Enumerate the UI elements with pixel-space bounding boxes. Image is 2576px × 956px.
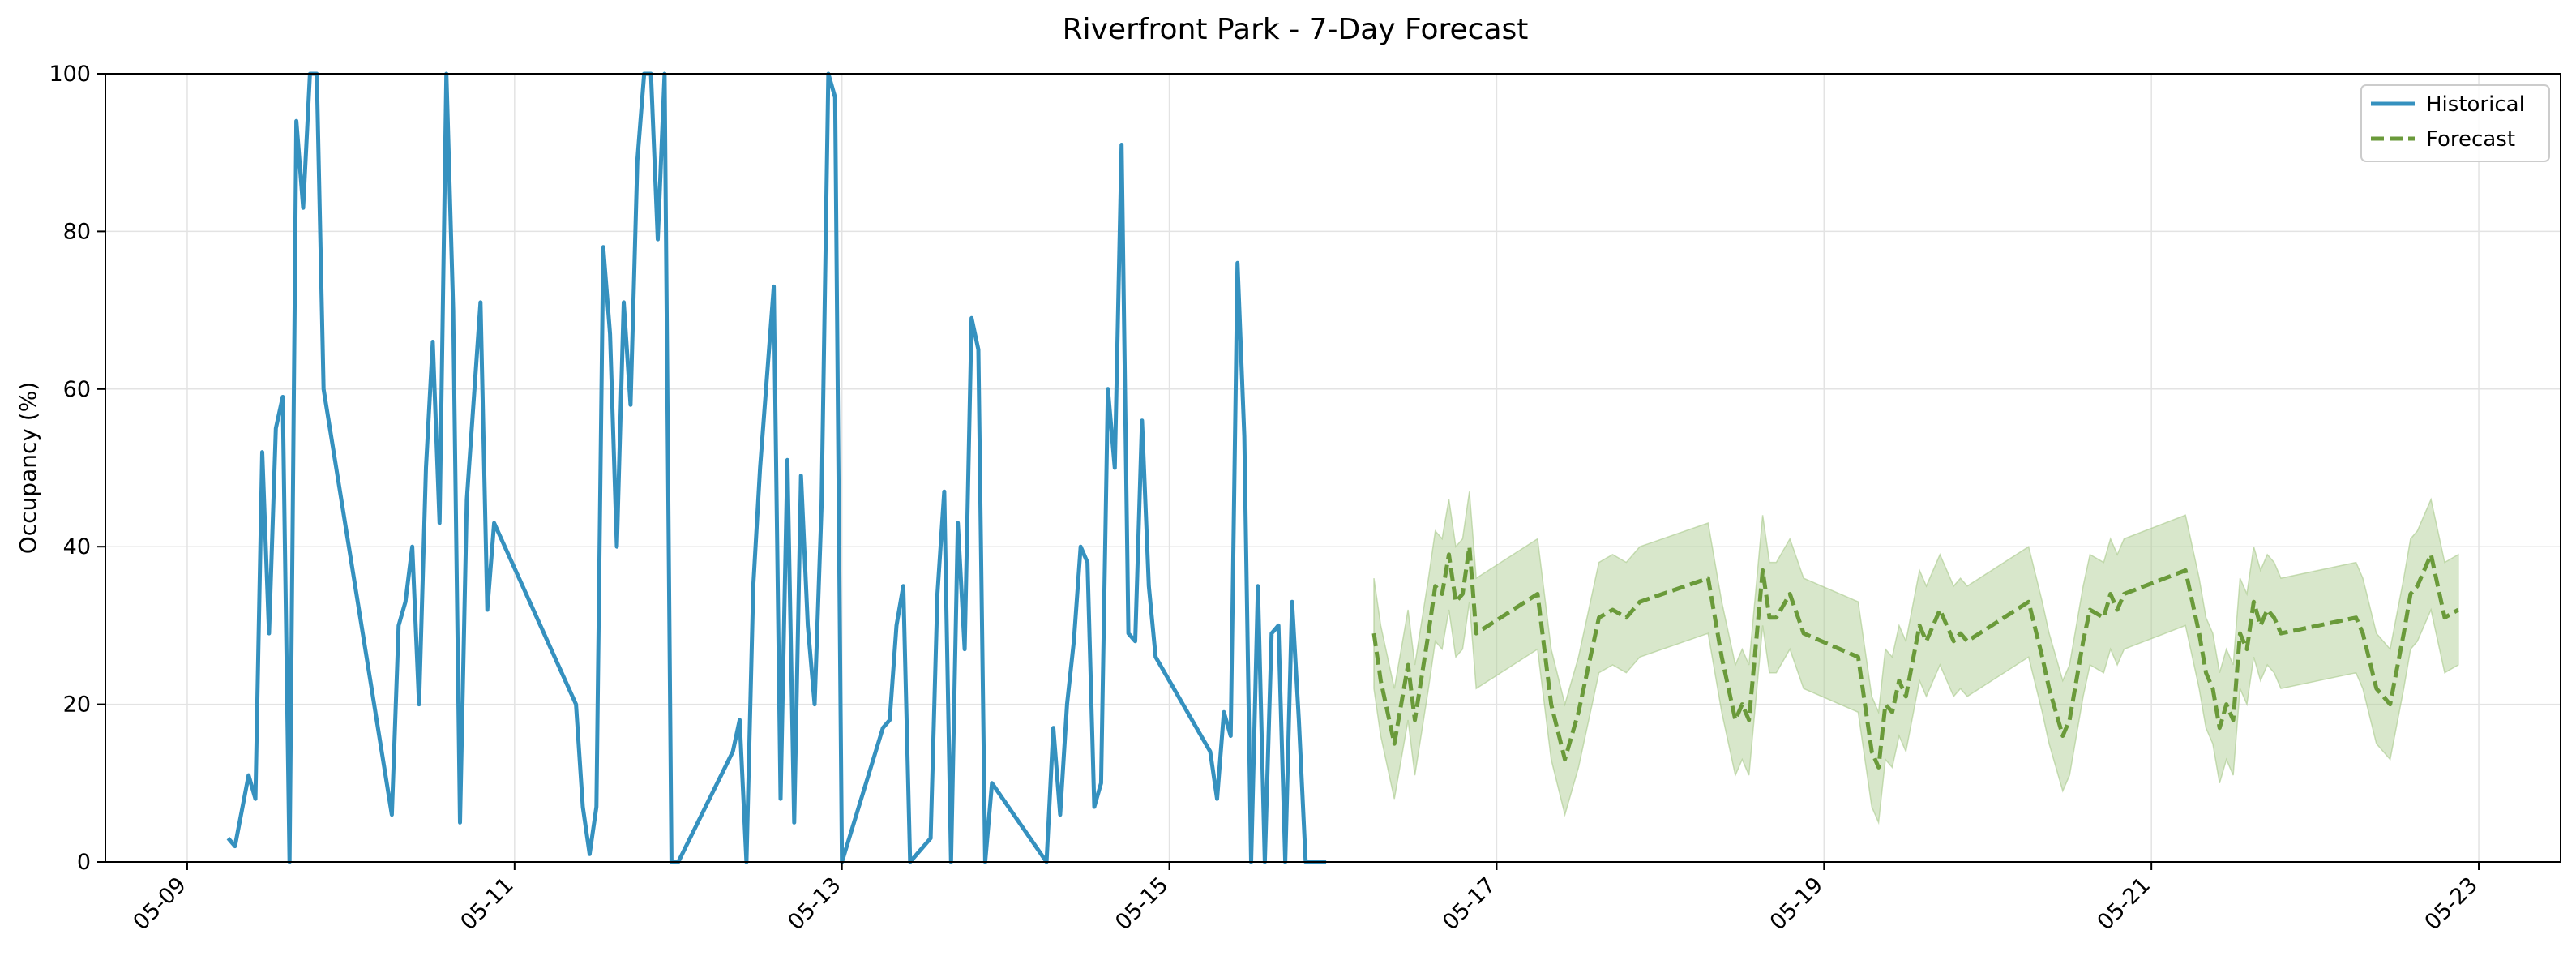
- y-tick-label: 60: [63, 377, 91, 402]
- series-line-historical: [226, 71, 1327, 864]
- x-tick-label: 05-21: [2093, 872, 2155, 935]
- x-tick-label: 05-15: [1110, 872, 1173, 935]
- legend-label-forecast: Forecast: [2426, 127, 2515, 152]
- plot-frame: [105, 73, 2561, 863]
- y-tick-label: 100: [49, 62, 91, 87]
- series-line-forecast: [1371, 544, 2460, 770]
- legend: Historical Forecast: [2360, 84, 2550, 162]
- chart-title: Riverfront Park - 7-Day Forecast: [1063, 13, 1529, 46]
- x-tick-label: 05-23: [2420, 872, 2483, 935]
- y-tick-label: 20: [63, 692, 91, 718]
- x-tick-label: 05-17: [1438, 872, 1500, 935]
- y-axis-label: Occupancy (%): [15, 382, 41, 555]
- confidence-band-layer: [1373, 491, 2459, 825]
- x-tick-label: 05-19: [1765, 872, 1828, 935]
- grid: [105, 73, 2561, 863]
- legend-label-historical: Historical: [2426, 92, 2525, 117]
- y-tick-label: 0: [77, 850, 91, 875]
- x-tick-label: 05-13: [783, 872, 845, 935]
- confidence-band-forecast: [1373, 491, 2459, 825]
- y-tick-label: 80: [63, 219, 91, 244]
- series-layer: [226, 71, 2460, 864]
- x-tick-label: 05-09: [129, 872, 191, 935]
- x-tick-label: 05-11: [456, 872, 518, 935]
- y-axis: 0 20 40 60 80 100: [49, 62, 105, 875]
- y-tick-label: 40: [63, 534, 91, 559]
- x-axis: 05-09 05-11 05-13 05-15 05-17 05-19 05-21 05-23: [129, 862, 2483, 935]
